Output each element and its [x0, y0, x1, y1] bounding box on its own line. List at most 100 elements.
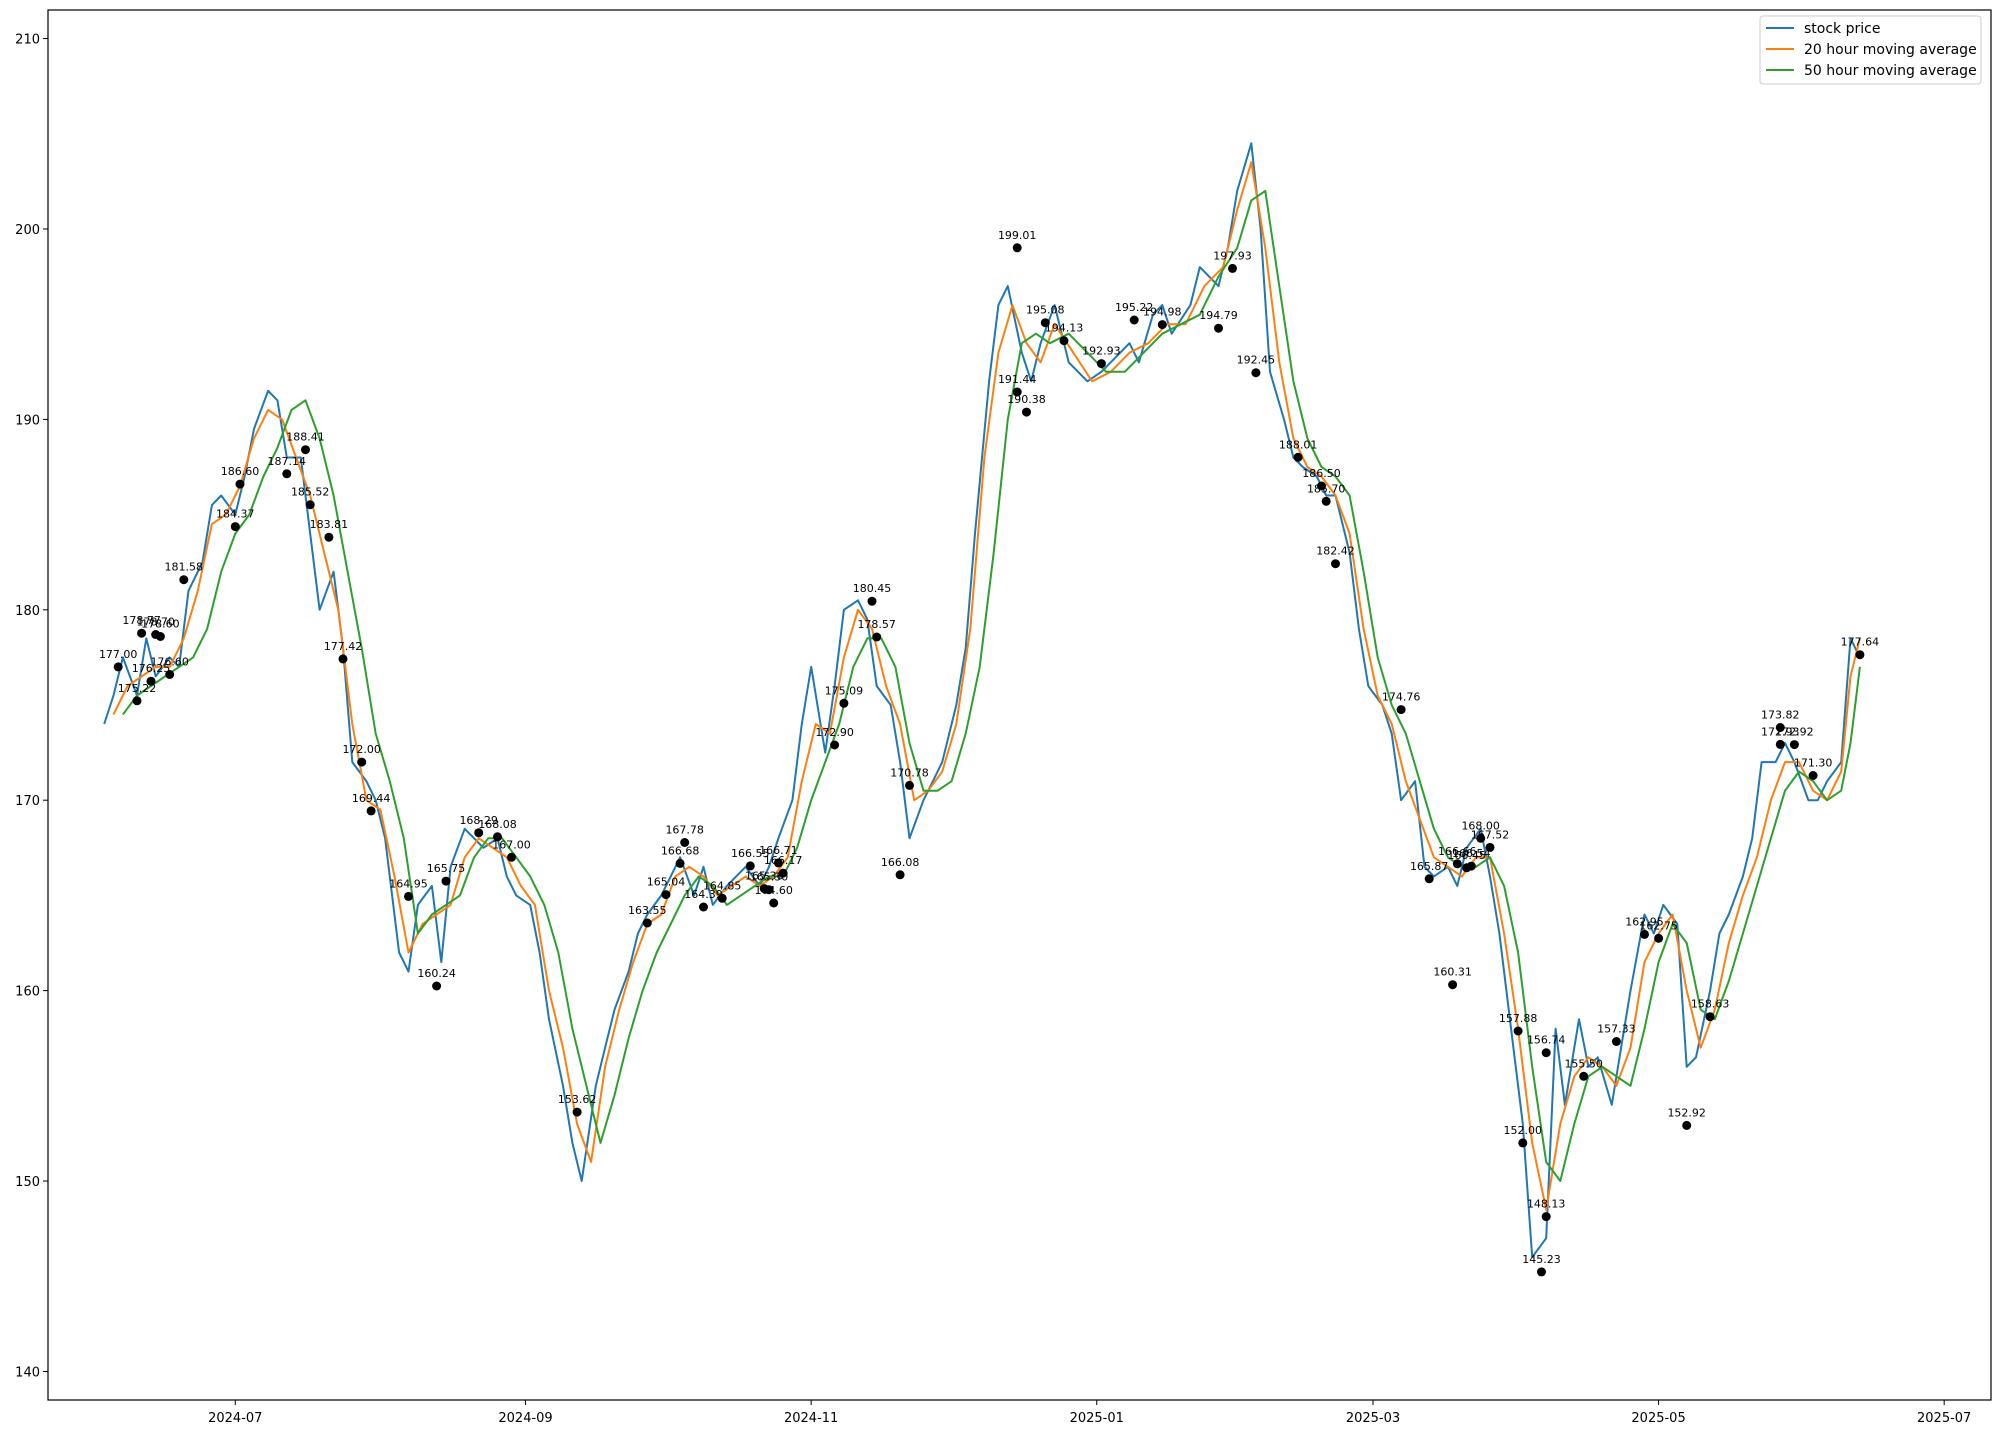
marker-label: 197.93: [1213, 249, 1252, 262]
x-axis: 2024-07 2024-09 2024-11 2025-01 2025-03 2025-…: [208, 1400, 1971, 1426]
marker-point: [778, 868, 788, 878]
marker-point: [1705, 1012, 1715, 1022]
marker-point: [1228, 263, 1237, 273]
marker-label: 195.22: [1115, 301, 1154, 314]
marker-point: [1448, 980, 1458, 990]
marker-point: [717, 893, 727, 903]
marker-label: 148.13: [1527, 1198, 1566, 1211]
marker-label: 183.81: [310, 518, 349, 531]
marker-label: 172.92: [1775, 726, 1814, 739]
marker-label: 160.24: [417, 967, 456, 980]
marker-label: 164.39: [684, 888, 723, 901]
marker-point: [324, 532, 334, 542]
legend-label-stock-price: stock price: [1804, 21, 1880, 37]
marker-point: [572, 1107, 582, 1117]
marker-point: [132, 696, 142, 706]
marker-label: 162.75: [1639, 919, 1678, 932]
marker-label: 168.08: [478, 818, 517, 831]
marker-label: 188.01: [1279, 438, 1318, 451]
marker-point: [1012, 387, 1022, 397]
marker-point: [867, 596, 877, 606]
marker-point: [1129, 315, 1139, 325]
marker-label: 175.22: [118, 682, 157, 695]
marker-point: [1579, 1071, 1589, 1081]
marker-label: 199.01: [998, 229, 1037, 242]
marker-point: [1452, 859, 1462, 869]
x-tick-label: 2025-05: [1631, 1411, 1685, 1426]
x-tick-label: 2025-03: [1346, 1411, 1400, 1426]
marker-point: [839, 698, 849, 708]
marker-label: 167.00: [492, 838, 531, 851]
marker-point: [1808, 771, 1818, 780]
marker-point: [1293, 452, 1303, 462]
marker-point: [1396, 705, 1406, 715]
marker-point: [680, 838, 690, 847]
marker-label: 162.95: [1625, 915, 1664, 928]
marker-point: [1654, 933, 1664, 943]
marker-label: 157.88: [1499, 1012, 1538, 1025]
marker-label: 184.37: [216, 508, 255, 521]
marker-point: [301, 445, 310, 455]
marker-label: 166.66: [1438, 845, 1477, 858]
marker-point: [1541, 1212, 1551, 1222]
x-tick-label: 2025-07: [1917, 1411, 1971, 1426]
marker-point: [432, 981, 442, 991]
marker-label: 177.64: [1841, 636, 1880, 649]
marker-label: 169.44: [352, 792, 391, 805]
marker-point: [1012, 243, 1022, 253]
marker-label: 190.38: [1007, 393, 1046, 406]
y-tick-label: 190: [15, 413, 40, 428]
series-line-20-hour-moving-average: [112, 161, 1861, 1211]
marker-label: 152.92: [1667, 1106, 1706, 1119]
marker-point: [764, 885, 774, 895]
marker-label: 178.70: [136, 616, 175, 629]
marker-point: [230, 522, 240, 532]
marker-label: 187.14: [268, 455, 307, 468]
marker-label: 194.13: [1045, 322, 1084, 335]
marker-point: [872, 632, 882, 642]
marker-point: [235, 479, 245, 489]
marker-point: [493, 832, 502, 842]
marker-label: 181.58: [165, 561, 204, 574]
marker-point: [1040, 318, 1050, 328]
x-tick-label: 2024-09: [498, 1411, 552, 1426]
y-tick-label: 170: [15, 794, 40, 809]
marker-label: 165.87: [1410, 860, 1449, 873]
marker-point: [830, 740, 840, 750]
marker-label: 172.90: [815, 726, 854, 739]
marker-point: [1789, 740, 1799, 750]
marker-point: [1466, 861, 1476, 871]
marker-label: 153.62: [558, 1093, 597, 1106]
marker-point: [745, 861, 755, 871]
marker-point: [338, 654, 348, 664]
marker-point: [1059, 336, 1069, 346]
marker-label: 165.75: [427, 862, 466, 875]
marker-label: 152.00: [1504, 1124, 1543, 1137]
marker-label: 166.17: [764, 854, 803, 867]
marker-label: 168.29: [459, 814, 498, 827]
marker-label: 195.08: [1026, 304, 1065, 317]
marker-label: 191.44: [998, 373, 1037, 386]
marker-point: [1251, 368, 1261, 378]
y-tick-label: 160: [15, 985, 40, 1000]
marker-point: [1321, 496, 1331, 506]
marker-point: [661, 890, 671, 900]
marker-label: 174.76: [1382, 691, 1421, 704]
marker-point: [1157, 320, 1167, 330]
legend: stock price 20 hour moving average 50 ho…: [1759, 15, 1982, 85]
marker-label: 172.00: [342, 743, 381, 756]
marker-point: [1775, 723, 1785, 732]
marker-label: 163.55: [628, 904, 667, 917]
legend-label-50-hour-ma: 50 hour moving average: [1804, 63, 1977, 79]
marker-label: 158.63: [1691, 998, 1730, 1011]
x-tick-label: 2024-07: [208, 1411, 262, 1426]
marker-label: 178.60: [141, 618, 180, 631]
marker-label: 194.98: [1143, 306, 1182, 319]
marker-point: [1640, 929, 1649, 939]
marker-point: [404, 891, 413, 901]
marker-label: 166.71: [759, 844, 798, 857]
marker-label: 166.55: [731, 847, 770, 860]
marker-point: [1775, 739, 1785, 749]
marker-point: [642, 918, 652, 928]
